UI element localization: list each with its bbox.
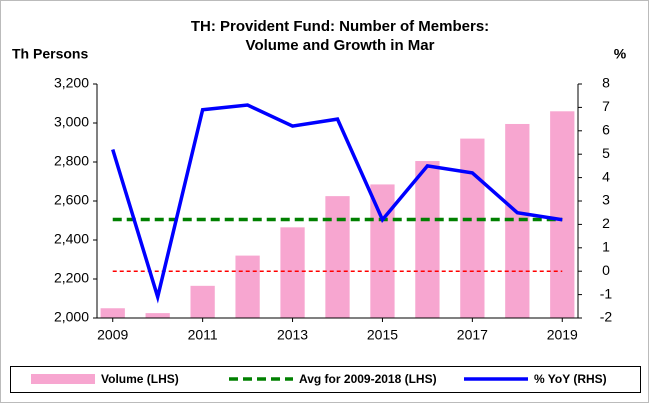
y2-tick-label: 7: [602, 98, 610, 114]
y2-axis-label: %: [614, 46, 627, 62]
legend-label: % YoY (RHS): [534, 372, 607, 386]
x-tick-label: 2009: [97, 327, 128, 343]
legend-frame: [10, 366, 641, 393]
chart-title: Volume and Growth in Mar: [246, 37, 435, 54]
bar: [100, 308, 125, 318]
chart-title: TH: Provident Fund: Number of Members:: [191, 18, 489, 35]
x-tick-label: 2019: [547, 327, 578, 343]
y-tick-label: 2,800: [54, 153, 89, 169]
x-tick-label: 2011: [188, 327, 218, 343]
bar: [550, 111, 575, 318]
line-series: [111, 103, 563, 304]
y2-tick-label: 3: [602, 192, 610, 208]
y2-tick-label: -1: [600, 285, 613, 301]
y-tick-label: 3,000: [54, 114, 89, 130]
y-tick-label: 2,000: [54, 309, 89, 325]
y-tick-label: 3,200: [54, 75, 89, 91]
y2-tick-label: 5: [602, 145, 610, 161]
y2-tick-label: 4: [602, 168, 610, 184]
x-tick-label: 2017: [457, 327, 488, 343]
y-tick-label: 2,200: [54, 270, 89, 286]
y2-tick-label: 6: [602, 122, 610, 138]
y2-tick-label: 8: [602, 75, 610, 91]
y2-tick-label: 1: [602, 239, 610, 255]
bar: [415, 161, 440, 318]
bar: [325, 196, 350, 318]
legend-swatch: [31, 374, 95, 384]
bar: [370, 184, 395, 318]
y2-tick-label: -2: [600, 309, 613, 325]
x-tick-label: 2013: [277, 327, 308, 343]
x-tick-label: 2015: [367, 327, 398, 343]
y2-tick-label: 2: [602, 215, 610, 231]
legend-label: Avg for 2009-2018 (LHS): [299, 372, 437, 386]
bar: [190, 285, 215, 318]
bar: [145, 313, 170, 318]
bar: [460, 138, 485, 318]
bar: [280, 227, 305, 318]
y2-tick-label: 0: [602, 262, 610, 278]
bar: [235, 255, 260, 318]
y-tick-label: 2,600: [54, 192, 89, 208]
legend-label: Volume (LHS): [101, 372, 179, 386]
y-tick-label: 2,400: [54, 231, 89, 247]
y-axis-label: Th Persons: [12, 46, 88, 62]
